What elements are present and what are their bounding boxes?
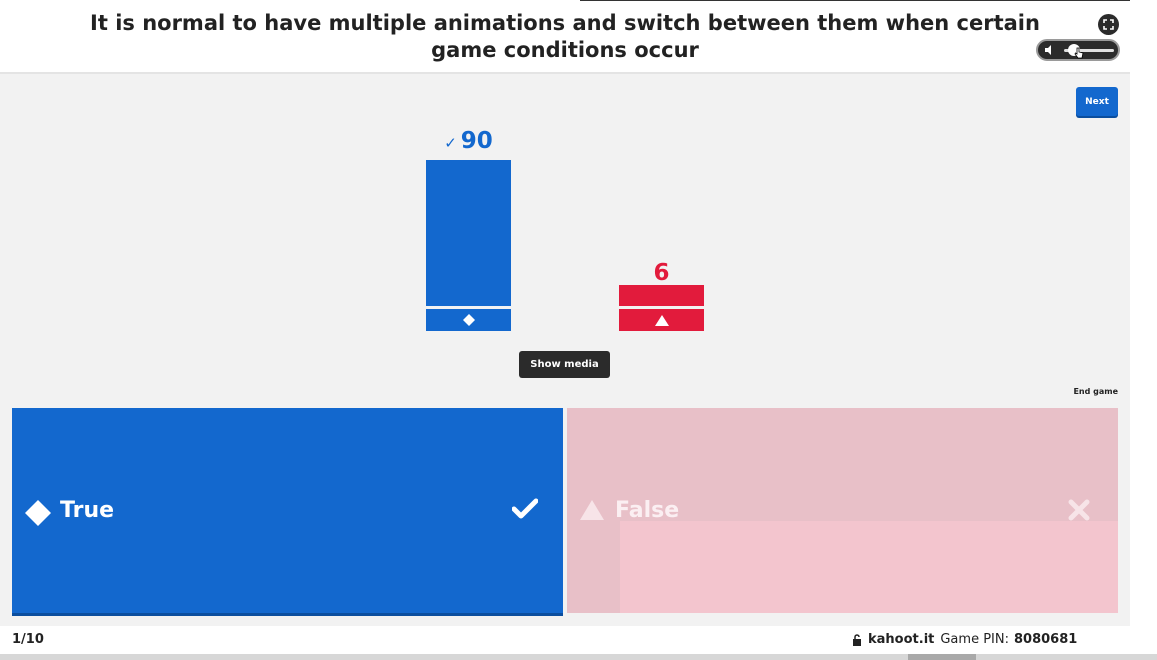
result-bar-false — [619, 285, 704, 306]
bottom-strip — [0, 654, 1157, 660]
next-button[interactable]: Next — [1076, 87, 1118, 116]
fullscreen-button[interactable] — [1098, 14, 1119, 35]
answer-true: True — [12, 408, 563, 613]
question-header: It is normal to have multiple animations… — [0, 0, 1130, 74]
game-pin-info: kahoot.it Game PIN: 8080681 — [852, 632, 1077, 647]
end-game-link[interactable]: End game — [1073, 387, 1118, 396]
answer-false-highlight — [620, 521, 1118, 613]
answer-label-true: True — [60, 498, 115, 523]
close-icon — [1068, 499, 1090, 521]
result-count-false: 6 — [653, 260, 670, 286]
answer-label-false: False — [615, 498, 680, 523]
site-url: kahoot.it — [868, 632, 935, 647]
result-count-value: 90 — [460, 128, 493, 154]
check-icon — [512, 498, 538, 519]
result-bar-true — [426, 160, 511, 306]
question-text: It is normal to have multiple animations… — [90, 11, 1040, 62]
lock-icon — [853, 633, 861, 646]
volume-track[interactable] — [1064, 49, 1114, 52]
correct-check-icon: ✓ — [444, 134, 457, 152]
pin-label: Game PIN: — [940, 632, 1009, 647]
footer: 1/10 kahoot.it Game PIN: 8080681 — [0, 626, 1130, 654]
result-base-false — [619, 309, 704, 331]
result-count-true: ✓ 90 — [426, 128, 511, 154]
expand-icon — [1103, 19, 1114, 30]
side-strip — [1130, 0, 1157, 660]
scrollbar-thumb[interactable] — [908, 654, 976, 660]
show-media-button[interactable]: Show media — [519, 351, 610, 378]
result-base-true — [426, 309, 511, 331]
triangle-icon — [580, 500, 604, 520]
diamond-icon — [25, 500, 51, 526]
question-progress: 1/10 — [12, 632, 44, 647]
triangle-icon — [654, 314, 669, 326]
hand-cursor-icon — [1074, 47, 1084, 59]
speaker-icon — [1045, 45, 1051, 55]
diamond-icon — [462, 314, 475, 326]
pin-value: 8080681 — [1013, 632, 1078, 647]
answer-false: False — [567, 408, 1118, 613]
top-divider — [580, 0, 1130, 1]
